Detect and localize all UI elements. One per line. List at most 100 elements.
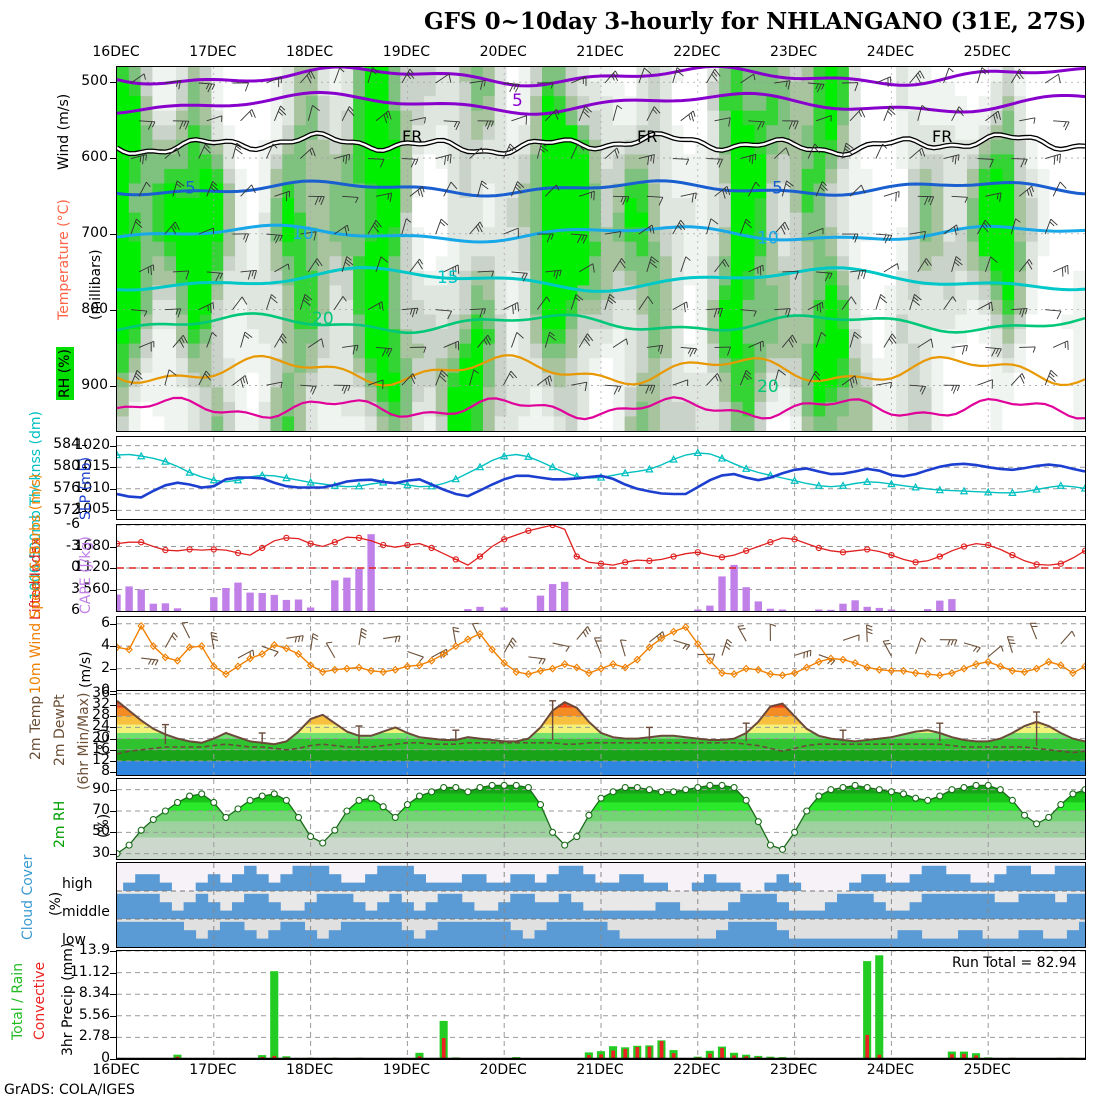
date-label-23dec: 23DEC bbox=[769, 1062, 818, 1078]
tick-mark bbox=[110, 233, 117, 235]
cloud-units-label: (%) bbox=[48, 891, 64, 916]
run-total-label: Run Total = 82.94 bbox=[952, 955, 1077, 971]
pressure-tick-700: 700 bbox=[81, 224, 108, 241]
slp-tick-1010: 1010 bbox=[74, 479, 110, 496]
rh2m-label: 2m RH bbox=[52, 800, 68, 848]
date-label-25dec: 25DEC bbox=[963, 1062, 1011, 1078]
date-label-17dec: 17DEC bbox=[189, 44, 237, 60]
wind-tick-6: 6 bbox=[101, 614, 110, 631]
thickness-tick-572: 572 bbox=[53, 501, 80, 518]
tick-mark bbox=[110, 727, 117, 729]
precip-tick: 2.78 bbox=[78, 1028, 110, 1045]
cape-tick-560: 560 bbox=[83, 580, 110, 597]
svg-text:FR: FR bbox=[637, 127, 657, 146]
precip-tick: 11.12 bbox=[69, 963, 110, 980]
tick-mark bbox=[82, 510, 87, 512]
slp-thickness-panel bbox=[116, 436, 1086, 520]
temp-tick-16: 16 bbox=[92, 740, 110, 757]
tick-mark bbox=[110, 488, 117, 490]
tick-mark bbox=[82, 488, 87, 490]
pressure-tick-600: 600 bbox=[81, 149, 108, 165]
date-label-19dec: 19DEC bbox=[382, 1062, 430, 1078]
tick-mark bbox=[110, 691, 117, 692]
wind-tick-4: 4 bbox=[101, 637, 110, 654]
cloud-label: Cloud Cover bbox=[20, 854, 36, 940]
svg-text:20: 20 bbox=[757, 377, 779, 397]
li-tick: -3 bbox=[66, 537, 80, 554]
tick-mark bbox=[110, 568, 117, 569]
upper-air-temp-label: Temperature (°C) bbox=[56, 199, 72, 320]
date-label-21dec: 21DEC bbox=[576, 1062, 624, 1078]
slp-label: SLP (mb) bbox=[78, 456, 94, 520]
temp-tick-8: 8 bbox=[101, 763, 110, 780]
tick-mark bbox=[110, 789, 117, 791]
cape-tick-1680: 1680 bbox=[74, 537, 110, 554]
tick-mark bbox=[110, 705, 117, 706]
precip-tick: 5.56 bbox=[78, 1006, 110, 1023]
rh-tick-30: 30 bbox=[92, 844, 110, 861]
date-label-24dec: 24DEC bbox=[866, 1062, 914, 1078]
tick-mark bbox=[110, 811, 117, 812]
rh-tick-90: 90 bbox=[92, 780, 110, 797]
page-title: GFS 0~10day 3-hourly for NHLANGANO (31E,… bbox=[424, 8, 1087, 35]
svg-text:20: 20 bbox=[312, 309, 334, 329]
footer-credit: GrADS: COLA/IGES bbox=[4, 1082, 135, 1098]
thickness-tick-576: 576 bbox=[53, 479, 80, 496]
tick-mark bbox=[110, 772, 117, 774]
upper-air-ylabel: (millibars) bbox=[88, 249, 104, 320]
thickness-tick-584: 584 bbox=[53, 436, 80, 453]
precip-conv-label: Convective bbox=[32, 961, 48, 1040]
tick-mark bbox=[110, 716, 117, 718]
tick-mark bbox=[110, 693, 117, 695]
tick-mark bbox=[110, 1059, 117, 1060]
tick-mark bbox=[82, 467, 87, 469]
temp-tick-36: 36 bbox=[92, 684, 110, 701]
li-tick: -6 bbox=[66, 516, 80, 532]
slp-tick-1020: 1020 bbox=[74, 436, 110, 453]
date-label-21dec: 21DEC bbox=[576, 44, 624, 60]
cape-tick-1120: 1120 bbox=[74, 559, 110, 575]
wind-tick-0: 0 bbox=[101, 682, 110, 698]
svg-text:5: 5 bbox=[512, 91, 523, 111]
temp2m-panel bbox=[116, 690, 1086, 776]
li-tick: 0 bbox=[71, 559, 80, 575]
tick-mark bbox=[110, 309, 117, 311]
cloud-row-middle: middle bbox=[62, 904, 110, 920]
precip-tick: 0 bbox=[101, 1050, 110, 1066]
wind10m-panel bbox=[116, 616, 1086, 692]
precip-tick: 8.34 bbox=[78, 985, 110, 1002]
svg-text:FR: FR bbox=[932, 127, 952, 146]
date-label-24dec: 24DEC bbox=[866, 44, 914, 60]
temp-tick-28: 28 bbox=[92, 707, 110, 724]
date-label-23dec: 23DEC bbox=[769, 44, 818, 60]
tick-mark bbox=[110, 951, 117, 952]
top-date-axis: 16DEC 17DEC 18DEC 19DEC 20DEC 21DEC 22DEC 23DEC… bbox=[0, 44, 1100, 62]
tick-mark bbox=[110, 994, 117, 996]
date-label-19dec: 19DEC bbox=[382, 44, 430, 60]
upper-air-panel: 5 5 5 10 10 15 20 20 FR FR FR bbox=[116, 66, 1086, 432]
date-label-18dec: 18DEC bbox=[285, 1062, 334, 1078]
tick-mark bbox=[110, 510, 117, 512]
temp-tick-20: 20 bbox=[92, 729, 110, 746]
cloud-row-high: high bbox=[62, 876, 93, 892]
date-label-22dec: 22DEC bbox=[673, 1062, 721, 1078]
tick-mark bbox=[110, 467, 117, 469]
rh2m-units-label: (%) bbox=[96, 813, 112, 838]
tick-mark bbox=[110, 761, 117, 762]
date-label-18dec: 18DEC bbox=[285, 44, 334, 60]
wind10m-units: (m/s) bbox=[78, 651, 94, 688]
pressure-tick-900: 900 bbox=[81, 376, 108, 393]
date-label-20dec: 20DEC bbox=[479, 1062, 527, 1078]
li-tick: 6 bbox=[71, 602, 80, 618]
bottom-date-axis: 16DEC 17DEC 18DEC 19DEC 20DEC 21DEC 22DEC 23DEC… bbox=[0, 1062, 1100, 1082]
rh-tick-70: 70 bbox=[92, 802, 110, 818]
wind10m-label-1: 10m Wind Speed & Barbs (m/s) bbox=[28, 473, 44, 694]
date-label-16dec: 16DEC bbox=[92, 1062, 140, 1078]
tick-mark bbox=[82, 445, 87, 447]
date-label-17dec: 17DEC bbox=[189, 1062, 237, 1078]
precip-total-label: Total / Rain bbox=[10, 962, 26, 1040]
svg-text:15: 15 bbox=[437, 268, 459, 288]
tick-mark bbox=[110, 546, 117, 548]
li-tick: 3 bbox=[71, 580, 80, 597]
precip-axis-label: 3hr Precip (mm) bbox=[60, 942, 76, 1056]
